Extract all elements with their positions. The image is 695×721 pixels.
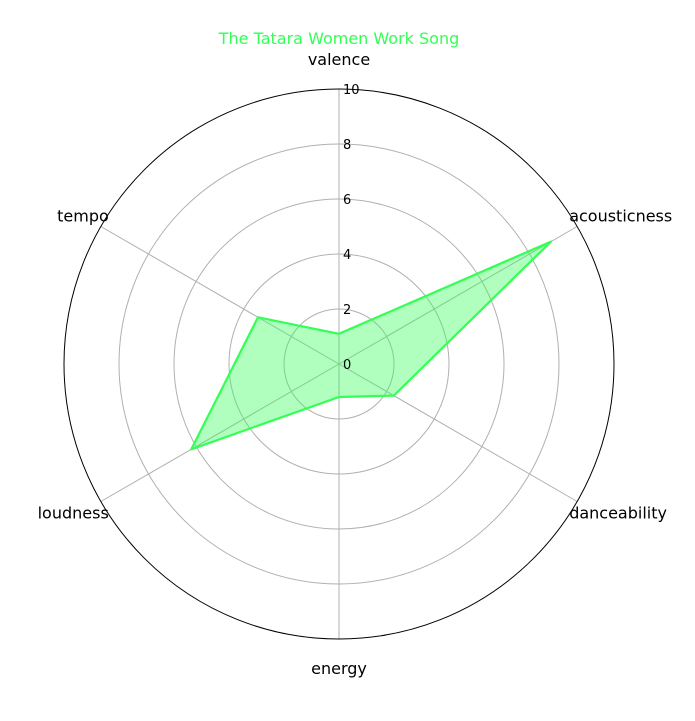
r-tick-label: 4 xyxy=(343,248,351,263)
axis-label-acousticness: acousticness xyxy=(569,207,672,226)
labels: 0 2 4 6 8 10 valence acousticness danceability en… xyxy=(38,50,673,678)
axis-label-danceability: danceability xyxy=(569,504,667,523)
chart-title: The Tatara Women Work Song xyxy=(218,29,460,48)
r-tick-label: 6 xyxy=(343,193,351,208)
r-tick-label: 0 xyxy=(343,358,351,373)
outer-frame xyxy=(63,88,615,640)
axis-label-valence: valence xyxy=(308,50,370,69)
spoke-tempo xyxy=(100,226,340,365)
r-tick-label: 10 xyxy=(343,83,360,98)
axis-label-tempo: tempo xyxy=(57,207,109,226)
axis-label-energy: energy xyxy=(311,659,367,678)
data-layer xyxy=(190,240,553,451)
r-tick-label: 2 xyxy=(343,303,351,318)
r-tick-label: 8 xyxy=(343,138,351,153)
spoke-acousticness xyxy=(338,226,578,365)
axis-label-loudness: loudness xyxy=(38,504,109,523)
spoke-danceability xyxy=(338,363,578,502)
series-area-0 xyxy=(191,241,552,450)
grid xyxy=(63,88,615,640)
spoke-loudness xyxy=(100,363,340,502)
